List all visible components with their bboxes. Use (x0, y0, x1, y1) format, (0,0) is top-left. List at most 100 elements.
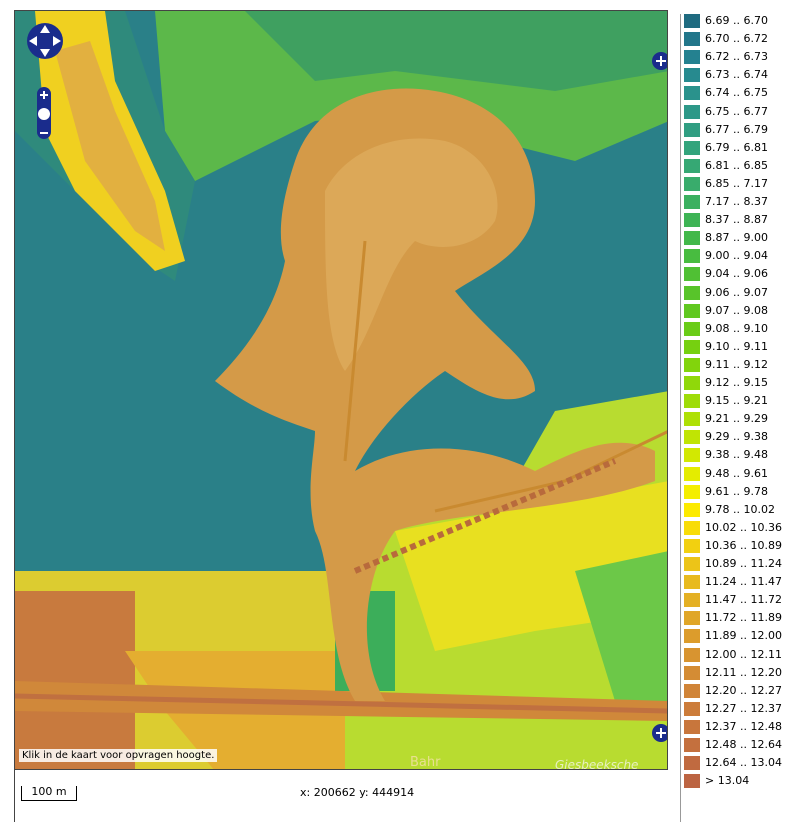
legend-item: 9.15 .. 9.21 (684, 394, 768, 408)
legend-swatch (684, 611, 700, 625)
legend-label: 11.72 .. 11.89 (705, 611, 782, 624)
legend-item: 11.72 .. 11.89 (684, 611, 782, 625)
legend-swatch (684, 249, 700, 263)
legend-swatch (684, 376, 700, 390)
legend-item: 12.64 .. 13.04 (684, 756, 782, 770)
legend-swatch (684, 557, 700, 571)
legend-swatch (684, 286, 700, 300)
legend-item: 6.73 .. 6.74 (684, 68, 768, 82)
legend-label: 7.17 .. 8.37 (705, 195, 768, 208)
legend-item: 12.27 .. 12.37 (684, 702, 782, 716)
legend-label: 9.06 .. 9.07 (705, 286, 768, 299)
legend-swatch (684, 304, 700, 318)
legend-label: 9.11 .. 9.12 (705, 358, 768, 371)
legend-label: 10.02 .. 10.36 (705, 521, 782, 534)
legend-label: 12.27 .. 12.37 (705, 702, 782, 715)
legend-item: 6.77 .. 6.79 (684, 123, 768, 137)
legend-swatch (684, 267, 700, 281)
legend-label: 10.36 .. 10.89 (705, 539, 782, 552)
legend-swatch (684, 123, 700, 137)
legend-item: 6.70 .. 6.72 (684, 32, 768, 46)
legend-item: 9.04 .. 9.06 (684, 267, 768, 281)
legend-item: 10.02 .. 10.36 (684, 521, 782, 535)
legend-swatch (684, 720, 700, 734)
legend-label: 6.72 .. 6.73 (705, 50, 768, 63)
legend-swatch (684, 213, 700, 227)
legend-item: 9.12 .. 9.15 (684, 376, 768, 390)
legend-item: 11.47 .. 11.72 (684, 593, 782, 607)
legend-swatch (684, 231, 700, 245)
legend-swatch (684, 575, 700, 589)
legend-label: > 13.04 (705, 774, 749, 787)
legend-item: 9.06 .. 9.07 (684, 286, 768, 300)
legend-swatch (684, 448, 700, 462)
legend-label: 6.73 .. 6.74 (705, 68, 768, 81)
page: Bahr Giesbeeksche Klik in de kaart voor … (0, 0, 797, 822)
coordinates: x: 200662 y: 444914 (300, 786, 414, 799)
legend-swatch (684, 774, 700, 788)
legend-swatch (684, 50, 700, 64)
legend-swatch (684, 68, 700, 82)
legend-item: 6.85 .. 7.17 (684, 177, 768, 191)
legend-swatch (684, 322, 700, 336)
legend-label: 8.87 .. 9.00 (705, 231, 768, 244)
map[interactable]: Bahr Giesbeeksche Klik in de kaart voor … (14, 10, 668, 770)
legend-label: 6.69 .. 6.70 (705, 14, 768, 27)
legend-label: 6.85 .. 7.17 (705, 177, 768, 190)
legend-item: 6.79 .. 6.81 (684, 141, 768, 155)
legend-item: 9.08 .. 9.10 (684, 322, 768, 336)
legend-item: 9.29 .. 9.38 (684, 430, 768, 444)
legend-swatch (684, 177, 700, 191)
legend-swatch (684, 195, 700, 209)
legend-label: 9.29 .. 9.38 (705, 430, 768, 443)
legend-swatch (684, 467, 700, 481)
legend-item: 9.61 .. 9.78 (684, 485, 768, 499)
legend-swatch (684, 666, 700, 680)
legend-item: 6.81 .. 6.85 (684, 159, 768, 173)
legend-label: 11.89 .. 12.00 (705, 629, 782, 642)
legend-swatch (684, 648, 700, 662)
legend-label: 9.15 .. 9.21 (705, 394, 768, 407)
legend-label: 9.78 .. 10.02 (705, 503, 775, 516)
legend-label: 9.10 .. 9.11 (705, 340, 768, 353)
legend-label: 12.11 .. 12.20 (705, 666, 782, 679)
map-image[interactable]: Bahr Giesbeeksche (15, 11, 668, 770)
legend-label: 6.70 .. 6.72 (705, 32, 768, 45)
legend-swatch (684, 593, 700, 607)
legend-item: 12.00 .. 12.11 (684, 648, 782, 662)
place-label: Bahr (410, 755, 441, 770)
place-label: Giesbeeksche (555, 758, 638, 770)
legend-swatch (684, 756, 700, 770)
legend-item: 9.11 .. 9.12 (684, 358, 768, 372)
legend-swatch (684, 141, 700, 155)
legend-label: 9.08 .. 9.10 (705, 322, 768, 335)
legend-item: 11.24 .. 11.47 (684, 575, 782, 589)
legend-swatch (684, 503, 700, 517)
legend-label: 12.20 .. 12.27 (705, 684, 782, 697)
legend-item: 6.72 .. 6.73 (684, 50, 768, 64)
legend-swatch (684, 32, 700, 46)
legend-label: 9.12 .. 9.15 (705, 376, 768, 389)
status-bar: 100 m x: 200662 y: 444914 (14, 770, 668, 822)
legend-item: > 13.04 (684, 774, 749, 788)
legend-label: 6.77 .. 6.79 (705, 123, 768, 136)
legend-label: 12.37 .. 12.48 (705, 720, 782, 733)
legend-item: 6.75 .. 6.77 (684, 105, 768, 119)
legend-item: 9.78 .. 10.02 (684, 503, 775, 517)
legend-swatch (684, 159, 700, 173)
legend-swatch (684, 738, 700, 752)
legend-label: 6.75 .. 6.77 (705, 105, 768, 118)
legend-swatch (684, 430, 700, 444)
legend-label: 8.37 .. 8.87 (705, 213, 768, 226)
legend-item: 6.69 .. 6.70 (684, 14, 768, 28)
legend-label: 12.64 .. 13.04 (705, 756, 782, 769)
legend-item: 9.10 .. 9.11 (684, 340, 768, 354)
legend-label: 9.07 .. 9.08 (705, 304, 768, 317)
legend-label: 12.48 .. 12.64 (705, 738, 782, 751)
legend-item: 9.00 .. 9.04 (684, 249, 768, 263)
legend-swatch (684, 14, 700, 28)
legend-label: 11.24 .. 11.47 (705, 575, 782, 588)
scale-bar: 100 m (21, 786, 77, 801)
legend-swatch (684, 358, 700, 372)
legend-swatch (684, 539, 700, 553)
